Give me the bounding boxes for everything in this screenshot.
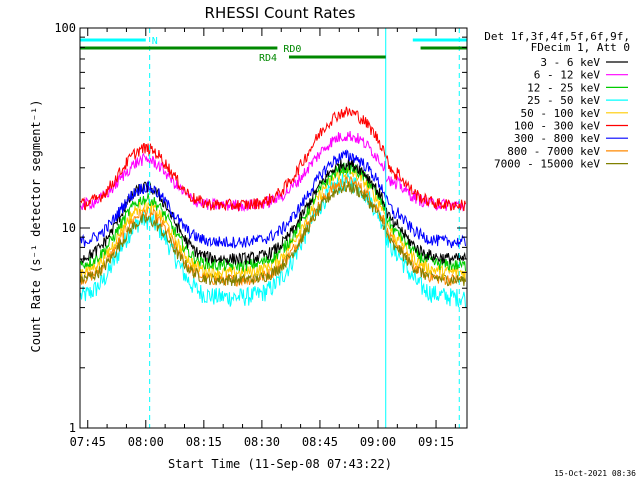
render-timestamp: 15-Oct-2021 08:36 xyxy=(554,469,636,478)
legend: Det 1f,3f,4f,5f,6f,9f, FDecim 1, Att 0 3… xyxy=(484,30,630,171)
legend-label: 100 - 300 keV xyxy=(514,120,600,133)
x-tick-label: 08:45 xyxy=(302,435,338,449)
legend-header-line-2: FDecim 1, Att 0 xyxy=(531,41,630,54)
y-tick-label: 1 xyxy=(69,421,76,435)
legend-label: 50 - 100 keV xyxy=(521,107,601,120)
series-line xyxy=(80,161,466,273)
x-tick-label: 08:00 xyxy=(128,435,164,449)
legend-header-line-1: Det 1f,3f,4f,5f,6f,9f, xyxy=(484,30,630,43)
axis-ticks: 07:45 08:00 08:15 08:30 08:45 09:00 09:15 1 10 10… xyxy=(54,21,467,449)
legend-label: 25 - 50 keV xyxy=(527,94,600,107)
series-line xyxy=(80,158,466,266)
legend-label: 300 - 800 keV xyxy=(514,132,600,145)
flag-label: N xyxy=(152,36,158,47)
legend-label: 7000 - 15000 keV xyxy=(494,158,600,171)
series-line xyxy=(80,131,466,212)
series-line xyxy=(80,149,466,249)
legend-label: 12 - 25 keV xyxy=(527,81,600,94)
x-axis-label: Start Time (11-Sep-08 07:43:22) xyxy=(168,457,392,471)
x-tick-label: 09:15 xyxy=(418,435,454,449)
x-tick-label: 08:15 xyxy=(186,435,222,449)
legend-label: 800 - 7000 keV xyxy=(507,145,600,158)
y-axis-label: Count Rate (s⁻¹ detector segment⁻¹) xyxy=(29,100,43,353)
legend-label: 6 - 12 keV xyxy=(534,69,601,82)
chart-title: RHESSI Count Rates xyxy=(205,4,356,22)
x-tick-label: 09:00 xyxy=(360,435,396,449)
series-line xyxy=(80,106,466,212)
x-tick-label: 08:30 xyxy=(244,435,280,449)
series-layer xyxy=(80,106,466,308)
flag-label: RD4 xyxy=(259,53,277,64)
flag-layer: N RD0 RD4 xyxy=(80,36,467,64)
y-tick-label: 10 xyxy=(62,221,76,235)
legend-label: 3 - 6 keV xyxy=(540,56,600,69)
flag-label: RD0 xyxy=(283,44,301,55)
series-line xyxy=(80,181,466,287)
y-tick-label: 100 xyxy=(54,21,76,35)
x-tick-label: 07:45 xyxy=(70,435,106,449)
